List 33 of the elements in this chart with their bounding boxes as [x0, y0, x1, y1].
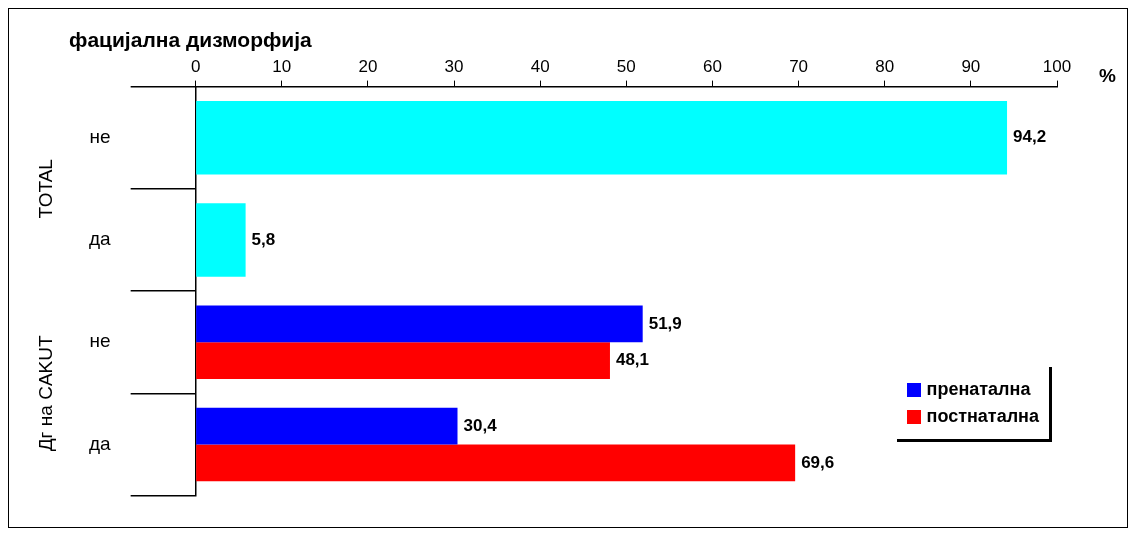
x-tick-label: 20 [358, 57, 378, 77]
x-axis-title: % [1099, 64, 1116, 86]
data-label: 51,9 [648, 313, 682, 333]
data-label: 30,4 [463, 415, 498, 435]
x-tick-label: 70 [789, 57, 809, 77]
text: Дг на CAKUT [35, 335, 57, 452]
y-tick-label: да [89, 432, 112, 454]
bar [196, 444, 796, 482]
chart-title: фацијална дизморфија [69, 28, 313, 52]
text: TOTAL [35, 159, 57, 219]
bar [196, 100, 1008, 175]
x-tick-label: 0 [190, 57, 201, 77]
data-label: 69,6 [801, 452, 835, 472]
bar [196, 203, 246, 277]
x-tick-label: 50 [616, 57, 636, 77]
data-label: 48,1 [615, 350, 650, 370]
data-label: 94,2 [1013, 127, 1047, 147]
bar [196, 342, 610, 380]
x-tick-label: 10 [272, 57, 292, 77]
legend-label: постнатална [926, 406, 1039, 427]
y-tick-label: не [89, 330, 111, 352]
data-label: 5,8 [251, 229, 276, 249]
legend-label: пренатална [926, 379, 1031, 400]
bar [196, 305, 643, 343]
x-tick-label: 100 [1042, 57, 1072, 77]
x-tick-label: 60 [703, 57, 722, 77]
x-tick-label: 30 [444, 57, 464, 77]
bar [196, 407, 458, 445]
x-tick-label: 90 [961, 57, 981, 77]
y-tick-label: не [89, 125, 111, 147]
y-tick-label: да [89, 228, 112, 250]
x-tick-label: 80 [875, 57, 895, 77]
x-tick-label: 40 [530, 57, 550, 77]
